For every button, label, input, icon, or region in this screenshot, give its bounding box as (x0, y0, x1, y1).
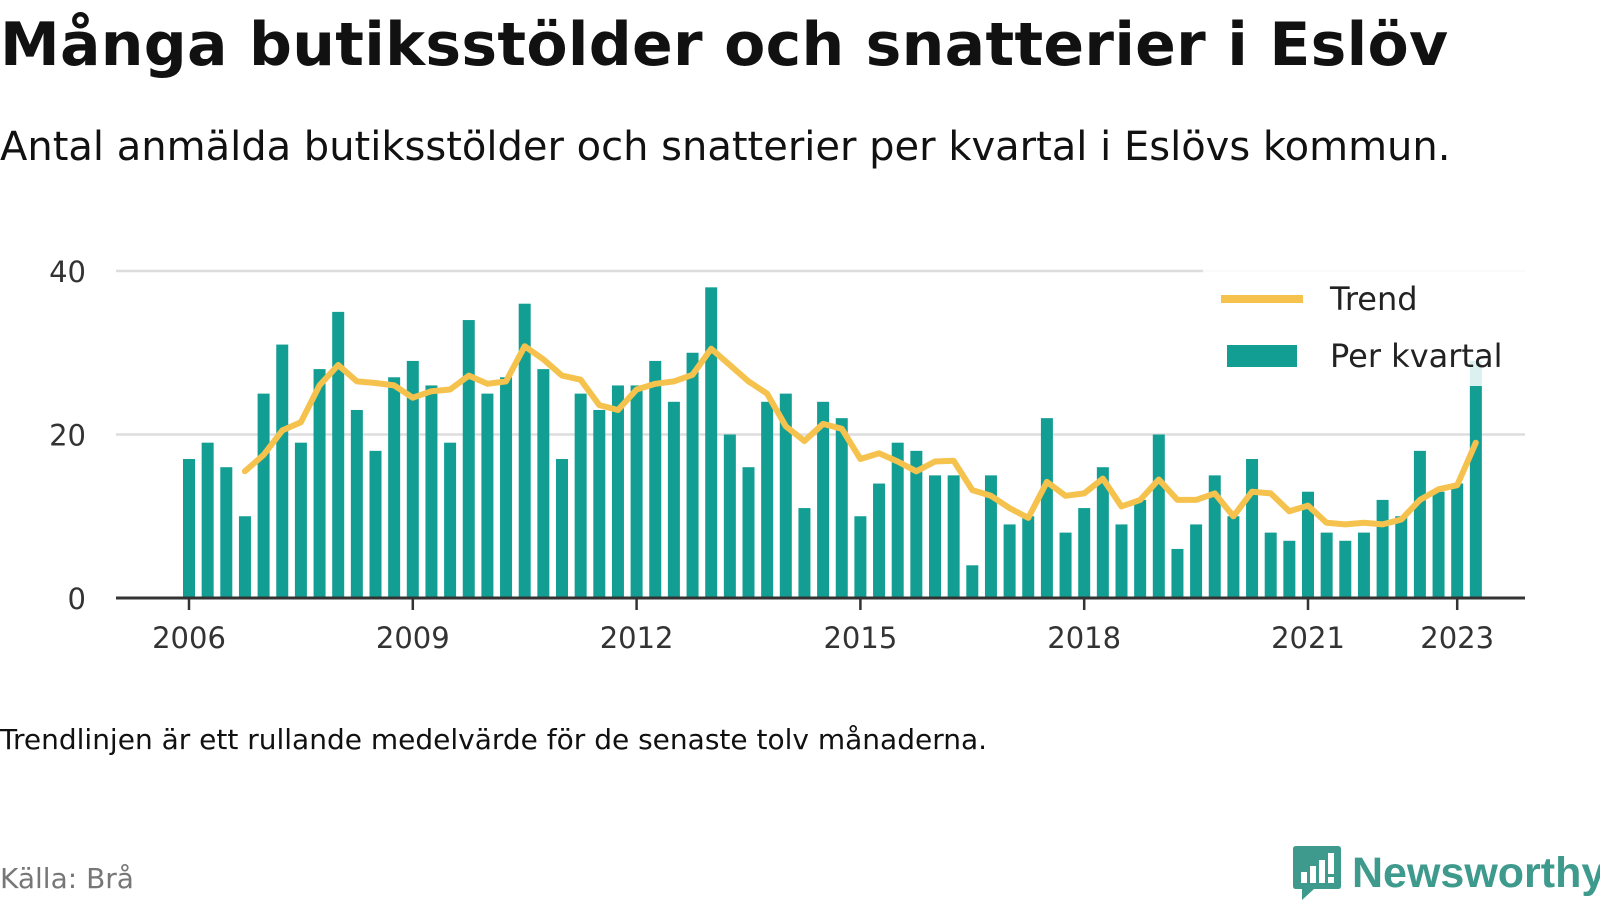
x-tick-label: 2023 (1420, 621, 1494, 655)
bar (350, 409, 363, 598)
chart-title: Många butiksstölder och snatterier i Esl… (0, 10, 1449, 80)
x-tick-label: 2006 (152, 621, 226, 655)
bar (1078, 508, 1091, 598)
bar (556, 459, 568, 598)
trend-line (241, 343, 1479, 528)
bar (1302, 491, 1314, 598)
legend-bar-swatch (1227, 345, 1297, 367)
bar (1320, 532, 1333, 598)
bar (1264, 532, 1277, 598)
chart-footnote: Trendlinjen är ett rullande medelvärde f… (0, 723, 988, 756)
trend-series (241, 343, 1479, 528)
y-tick-label: 0 (68, 582, 86, 616)
bar (1357, 532, 1370, 598)
legend-bar-label: Per kvartal (1330, 337, 1502, 375)
bar (1003, 524, 1016, 598)
x-axis-ticks: 2006 2009 2012 2015 2018 2021 2023 (152, 598, 1494, 655)
bar (1469, 360, 1482, 598)
bar (1432, 491, 1445, 598)
x-tick-label: 2012 (600, 621, 674, 655)
chart-subtitle: Antal anmälda butiksstölder och snatteri… (0, 124, 1451, 170)
bar (462, 320, 475, 598)
bar (1134, 499, 1147, 598)
logo-wordmark: Newsworthy (1352, 848, 1600, 897)
bar (183, 459, 195, 598)
bar (891, 442, 904, 598)
bar (257, 393, 270, 598)
bar (873, 483, 886, 598)
bar (313, 369, 326, 598)
bar (425, 385, 438, 598)
bar (518, 303, 531, 598)
bar (1152, 434, 1165, 598)
bar (1022, 516, 1035, 598)
bar (537, 369, 550, 598)
bar (817, 401, 830, 598)
bar (1171, 548, 1184, 598)
bar (1115, 524, 1128, 598)
bar (984, 475, 997, 598)
legend: Trend Per kvartal (1203, 268, 1525, 386)
bar (835, 418, 848, 598)
bar (574, 393, 587, 598)
bar (929, 475, 941, 598)
source-note: Källa: Brå (0, 862, 134, 895)
bar (854, 516, 867, 598)
newsworthy-logo-icon (1293, 846, 1341, 900)
bar (500, 377, 513, 598)
bar (667, 401, 680, 598)
bar (201, 442, 214, 598)
bar (1413, 450, 1426, 598)
bar (388, 377, 401, 598)
y-tick-label: 40 (49, 255, 86, 289)
bar-series (183, 287, 1482, 598)
bar (276, 344, 289, 598)
bar (406, 360, 419, 598)
bar (369, 450, 382, 598)
newsworthy-logo[interactable]: Newsworthy (1292, 842, 1600, 904)
bar (593, 409, 606, 598)
bar (1339, 540, 1352, 598)
bar (1246, 459, 1259, 598)
bar (481, 393, 494, 598)
bar (723, 434, 736, 598)
chart-svg: 0 20 40 2006 2009 2012 2015 2018 2021 2023 Trend… (49, 255, 1525, 655)
bar (1227, 516, 1240, 598)
bar (742, 467, 755, 598)
bar (1395, 516, 1408, 598)
bar (1283, 540, 1296, 598)
bar (1190, 524, 1203, 598)
x-tick-label: 2021 (1271, 621, 1345, 655)
bar (332, 311, 345, 598)
bar (1451, 483, 1464, 598)
x-tick-label: 2009 (376, 621, 450, 655)
bar (686, 352, 699, 598)
x-tick-label: 2015 (823, 621, 897, 655)
bar (444, 442, 457, 598)
bar (966, 565, 979, 598)
bar (238, 516, 251, 598)
bar (1059, 532, 1072, 598)
y-axis-ticks: 0 20 40 (49, 255, 86, 616)
x-tick-label: 2018 (1047, 621, 1121, 655)
bar (1208, 475, 1221, 598)
bar (1096, 467, 1109, 598)
bar (649, 360, 662, 598)
bar (798, 508, 811, 598)
bar (294, 442, 307, 598)
bar (947, 475, 960, 598)
y-tick-label: 20 (49, 419, 86, 453)
bar (630, 385, 643, 598)
bar (1376, 499, 1389, 598)
bar (611, 385, 624, 598)
bar (761, 401, 774, 598)
legend-trend-label: Trend (1329, 280, 1418, 318)
bar (705, 287, 718, 598)
bar (779, 393, 792, 598)
bar (220, 467, 233, 598)
bar (910, 450, 923, 598)
bar (1040, 418, 1053, 598)
